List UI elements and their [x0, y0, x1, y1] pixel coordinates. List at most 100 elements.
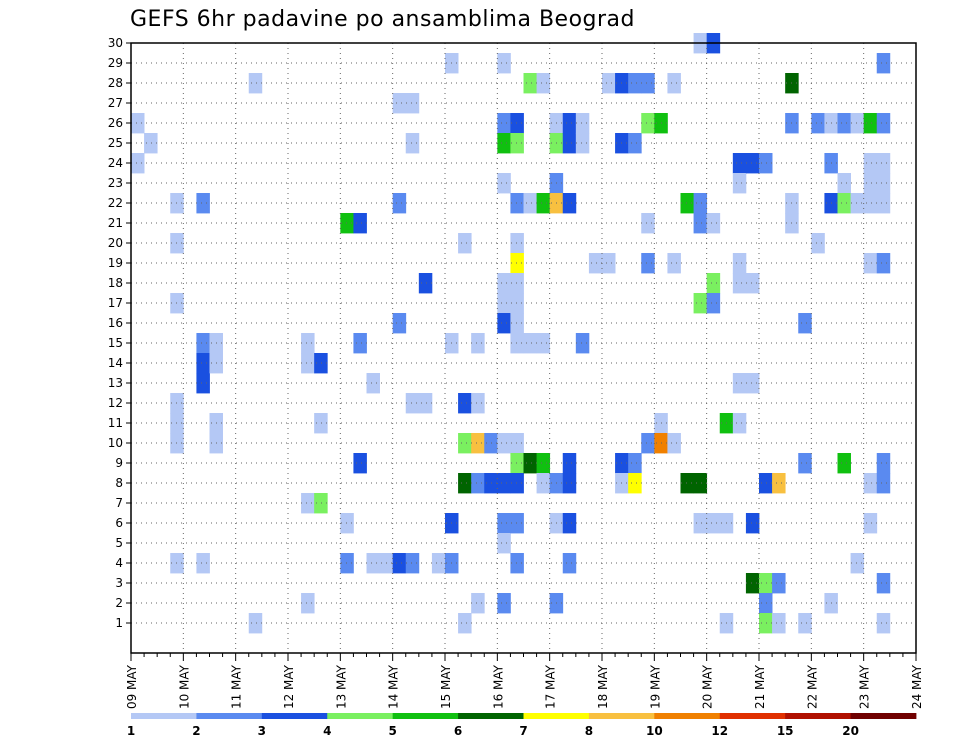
heatmap-cell [693, 473, 708, 494]
heatmap-cell [471, 393, 485, 414]
heatmap-cell [693, 213, 708, 234]
colorbar-label: 2 [192, 724, 200, 738]
y-tick-label: 7 [115, 496, 123, 510]
heatmap-cell [431, 553, 446, 574]
y-tick-label: 28 [108, 76, 123, 90]
heatmap-cell [772, 573, 786, 594]
x-tick-label: 18 MAY [596, 664, 610, 709]
heatmap-cell [536, 333, 551, 354]
x-tick-label: 15 MAY [439, 664, 453, 709]
heatmap-cell [732, 373, 747, 394]
heatmap-cell [759, 473, 773, 494]
heatmap-cell [628, 133, 642, 154]
y-tick-label: 19 [108, 256, 123, 270]
y-tick-label: 14 [108, 356, 123, 370]
heatmap-cell [536, 473, 551, 494]
heatmap-cell [745, 573, 760, 594]
heatmap-cell [366, 553, 380, 574]
heatmap-cell [536, 453, 551, 474]
heatmap-cell [772, 473, 786, 494]
colorbar-label: 3 [258, 724, 266, 738]
heatmap-cell [471, 593, 485, 614]
x-tick-label: 12 MAY [282, 664, 296, 709]
heatmap-cell [497, 173, 511, 194]
heatmap-cell [562, 133, 577, 154]
heatmap-cell [458, 433, 472, 454]
heatmap-cell [340, 513, 354, 534]
heatmap-cell [405, 93, 420, 114]
heatmap-cell [706, 213, 721, 234]
y-tick-label: 26 [108, 116, 123, 130]
heatmap-cell [510, 233, 524, 254]
heatmap-cell [497, 593, 511, 614]
colorbar-segment [261, 713, 328, 719]
heatmap-cell [745, 373, 760, 394]
heatmap-cell [392, 93, 407, 114]
heatmap-cell [471, 333, 485, 354]
heatmap-cell [641, 213, 655, 234]
heatmap-cell [602, 253, 616, 274]
heatmap-cell [497, 433, 511, 454]
heatmap-cell [732, 253, 747, 274]
heatmap-cell [301, 353, 315, 374]
heatmap-cell [628, 73, 642, 94]
heatmap-cell [837, 193, 851, 214]
x-tick-label: 13 MAY [334, 664, 348, 709]
heatmap-cell [850, 113, 865, 134]
heatmap-cell [732, 153, 747, 174]
heatmap-cell [680, 473, 694, 494]
heatmap-cell [314, 493, 328, 514]
heatmap-cell [405, 393, 420, 414]
heatmap-cell [523, 333, 537, 354]
y-tick-label: 16 [108, 316, 123, 330]
heatmap-cell [536, 73, 551, 94]
heatmap-cell [458, 233, 472, 254]
x-tick-label: 21 MAY [753, 664, 767, 709]
heatmap-cell [497, 133, 511, 154]
heatmap-cell [837, 453, 851, 474]
heatmap-cell [392, 313, 407, 334]
heatmap-cell [745, 273, 760, 294]
heatmap-cell [667, 433, 681, 454]
heatmap-cell [497, 113, 511, 134]
heatmap-cell [510, 513, 524, 534]
colorbar-segment [719, 713, 786, 719]
heatmap-cell [562, 453, 577, 474]
y-tick-label: 29 [108, 56, 123, 70]
y-tick-label: 15 [108, 336, 123, 350]
y-tick-label: 23 [108, 176, 123, 190]
cells-layer [131, 33, 891, 634]
heatmap-cell [497, 53, 511, 74]
heatmap-cell [340, 213, 354, 234]
heatmap-cell [510, 133, 524, 154]
colorbar-label: 8 [585, 724, 593, 738]
heatmap-cell [497, 273, 511, 294]
heatmap-cell [353, 213, 367, 234]
colorbar-label: 10 [646, 724, 663, 738]
heatmap-cell [706, 293, 721, 314]
colorbar-segment [458, 713, 524, 719]
heatmap-cell [523, 193, 537, 214]
heatmap-cell [248, 613, 263, 634]
y-tick-label: 3 [115, 576, 123, 590]
y-tick-label: 6 [115, 516, 123, 530]
heatmap-cell [732, 413, 747, 434]
heatmap-cell [523, 73, 537, 94]
colorbar-segment [131, 713, 197, 719]
colorbar-segment [785, 713, 851, 719]
colorbar: 1 2 3 4 5 6 7 8 10 12 15 20 [127, 713, 917, 738]
heatmap-cell [196, 373, 210, 394]
y-tick-label: 2 [115, 596, 123, 610]
heatmap-cell [680, 193, 694, 214]
heatmap-cell [562, 513, 577, 534]
heatmap-cell [314, 353, 328, 374]
heatmap-cell [876, 193, 891, 214]
heatmap-cell [196, 353, 210, 374]
heatmap-cell [497, 513, 511, 534]
heatmap-cell [641, 73, 655, 94]
y-tick-label: 21 [108, 216, 123, 230]
heatmap-cell [562, 473, 577, 494]
heatmap-cell [484, 473, 498, 494]
y-tick-label: 9 [115, 456, 123, 470]
heatmap-cell [641, 433, 655, 454]
